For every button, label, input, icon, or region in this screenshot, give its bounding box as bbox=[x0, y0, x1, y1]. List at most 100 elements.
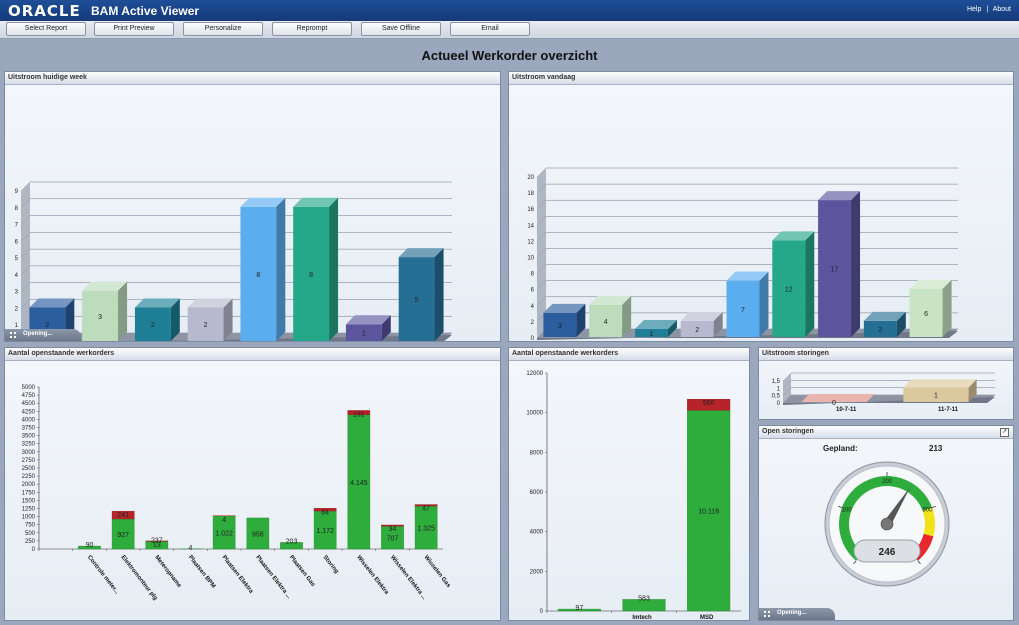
bar bbox=[680, 311, 723, 337]
gepland-label: Gepland: bbox=[823, 444, 858, 453]
report-title: Actueel Werkorder overzicht bbox=[421, 48, 598, 63]
data-label: 4 bbox=[604, 319, 608, 326]
app-title: BAM Active Viewer bbox=[91, 4, 200, 18]
bar-top bbox=[134, 298, 180, 308]
opening-label: Opening... bbox=[777, 610, 807, 616]
bar-front bbox=[187, 307, 224, 341]
y-tick-label: 1750 bbox=[22, 490, 36, 496]
gauge-needle bbox=[883, 486, 911, 527]
bar bbox=[589, 295, 632, 337]
y-tick-label: 0 bbox=[540, 609, 544, 615]
y-tick-label: 2000 bbox=[22, 482, 36, 488]
y-tick-label: 10000 bbox=[526, 411, 543, 417]
data-label: 707 bbox=[387, 536, 399, 543]
data-label: 8 bbox=[256, 272, 260, 279]
data-label: 12 bbox=[785, 287, 793, 294]
data-label: 2 bbox=[45, 322, 49, 329]
data-label: 6 bbox=[924, 311, 928, 318]
y-tick-label: 1000 bbox=[22, 515, 36, 521]
bar-top bbox=[187, 298, 233, 308]
gauge-band bbox=[839, 476, 933, 561]
loading-icon bbox=[10, 332, 18, 338]
bar bbox=[903, 379, 977, 402]
bar-front bbox=[82, 290, 119, 341]
bar-top bbox=[398, 248, 444, 258]
panel-uitstroom-week: Uitstroom huidige week 01234567892Elektr… bbox=[4, 71, 501, 342]
top-links: Help | About bbox=[967, 6, 1011, 13]
gauge-band bbox=[922, 507, 935, 537]
panel-title: Uitstroom storingen bbox=[759, 348, 1013, 361]
save-offline-button[interactable]: Save Offline bbox=[361, 22, 441, 36]
bar-front bbox=[818, 200, 852, 337]
y-tick-label: 4250 bbox=[22, 409, 36, 415]
y-tick-label: 8 bbox=[531, 272, 535, 278]
data-label: 47 bbox=[422, 506, 430, 513]
data-label: 958 bbox=[252, 531, 264, 538]
data-label: 97 bbox=[575, 605, 583, 612]
data-label: 1.172 bbox=[316, 528, 334, 535]
opening-status: Opening... bbox=[759, 608, 835, 620]
data-label: 2 bbox=[151, 322, 155, 329]
panel-openstaande-werkorders: Aantal openstaande werkorders 0 250 500 750… bbox=[4, 347, 501, 621]
bar bbox=[543, 303, 586, 337]
gauge-hub bbox=[880, 517, 894, 531]
y-tick-label: 1,5 bbox=[772, 379, 781, 385]
help-link[interactable]: Help bbox=[966, 6, 982, 13]
panel-uitstroom-vandaag: Uitstroom vandaag 024681012141618203Elek… bbox=[508, 71, 1014, 342]
y-tick-label: 0,5 bbox=[772, 394, 781, 400]
bar-segment bbox=[347, 410, 371, 415]
category-label: Storing bbox=[322, 555, 340, 576]
personalize-button[interactable]: Personalize bbox=[183, 22, 263, 36]
data-label: 7 bbox=[741, 307, 745, 314]
select-report-button[interactable]: Select Report bbox=[6, 22, 86, 36]
bar-side bbox=[223, 298, 233, 341]
y-tick-label: 2 bbox=[531, 320, 535, 326]
bar-side bbox=[118, 281, 128, 341]
y-tick-label: 2750 bbox=[22, 458, 36, 464]
bar bbox=[345, 315, 391, 341]
bar bbox=[398, 248, 444, 341]
data-label: 1 bbox=[362, 331, 366, 338]
gauge-tick-label: 300 bbox=[922, 507, 933, 513]
y-tick-label: 2250 bbox=[22, 474, 36, 480]
data-label: 2 bbox=[695, 327, 699, 334]
email-button[interactable]: Email bbox=[450, 22, 530, 36]
gauge-tick bbox=[931, 505, 937, 508]
category-label: Plaatsen Elektra bbox=[221, 555, 255, 596]
bar-segment bbox=[622, 599, 666, 612]
data-label: 1.325 bbox=[417, 526, 435, 533]
category-label: Plaatsen Gas bbox=[288, 555, 316, 589]
bar bbox=[293, 197, 339, 341]
bar-front bbox=[293, 206, 330, 341]
y-tick-label: 6000 bbox=[530, 490, 544, 496]
category-label: Imtech bbox=[632, 615, 652, 621]
data-label: 1.022 bbox=[215, 530, 233, 537]
y-tick-label: 1250 bbox=[22, 507, 36, 513]
bar-side bbox=[805, 231, 815, 337]
print-preview-button[interactable]: Print Preview bbox=[94, 22, 174, 36]
y-tick-label: 250 bbox=[25, 539, 36, 545]
y-tick-label: 4750 bbox=[22, 393, 36, 399]
category-label: 11-7-11 bbox=[938, 407, 959, 413]
bar-segment bbox=[313, 508, 337, 512]
bar-top bbox=[543, 303, 586, 313]
y-tick-label: 750 bbox=[25, 523, 36, 529]
reprompt-button[interactable]: Reprompt bbox=[272, 22, 352, 36]
y-tick-label: 3 bbox=[15, 290, 19, 296]
bar bbox=[726, 271, 769, 337]
oracle-logo: ORACLE bbox=[8, 2, 81, 20]
bar-top bbox=[345, 315, 391, 325]
popout-icon[interactable]: ↗ bbox=[1000, 428, 1009, 437]
bar-top bbox=[589, 295, 632, 305]
about-link[interactable]: About bbox=[992, 6, 1011, 13]
category-label: Meteropname bbox=[153, 555, 182, 590]
bar-top bbox=[818, 191, 861, 201]
bar-side bbox=[851, 191, 861, 337]
gauge-tick-label: 200 bbox=[882, 479, 893, 485]
bar-front bbox=[134, 307, 171, 341]
bar-segment bbox=[78, 545, 101, 550]
data-label: 203 bbox=[286, 538, 298, 545]
data-label: 90 bbox=[86, 542, 94, 549]
bar-segment bbox=[246, 517, 270, 550]
bar-segment bbox=[111, 510, 135, 520]
